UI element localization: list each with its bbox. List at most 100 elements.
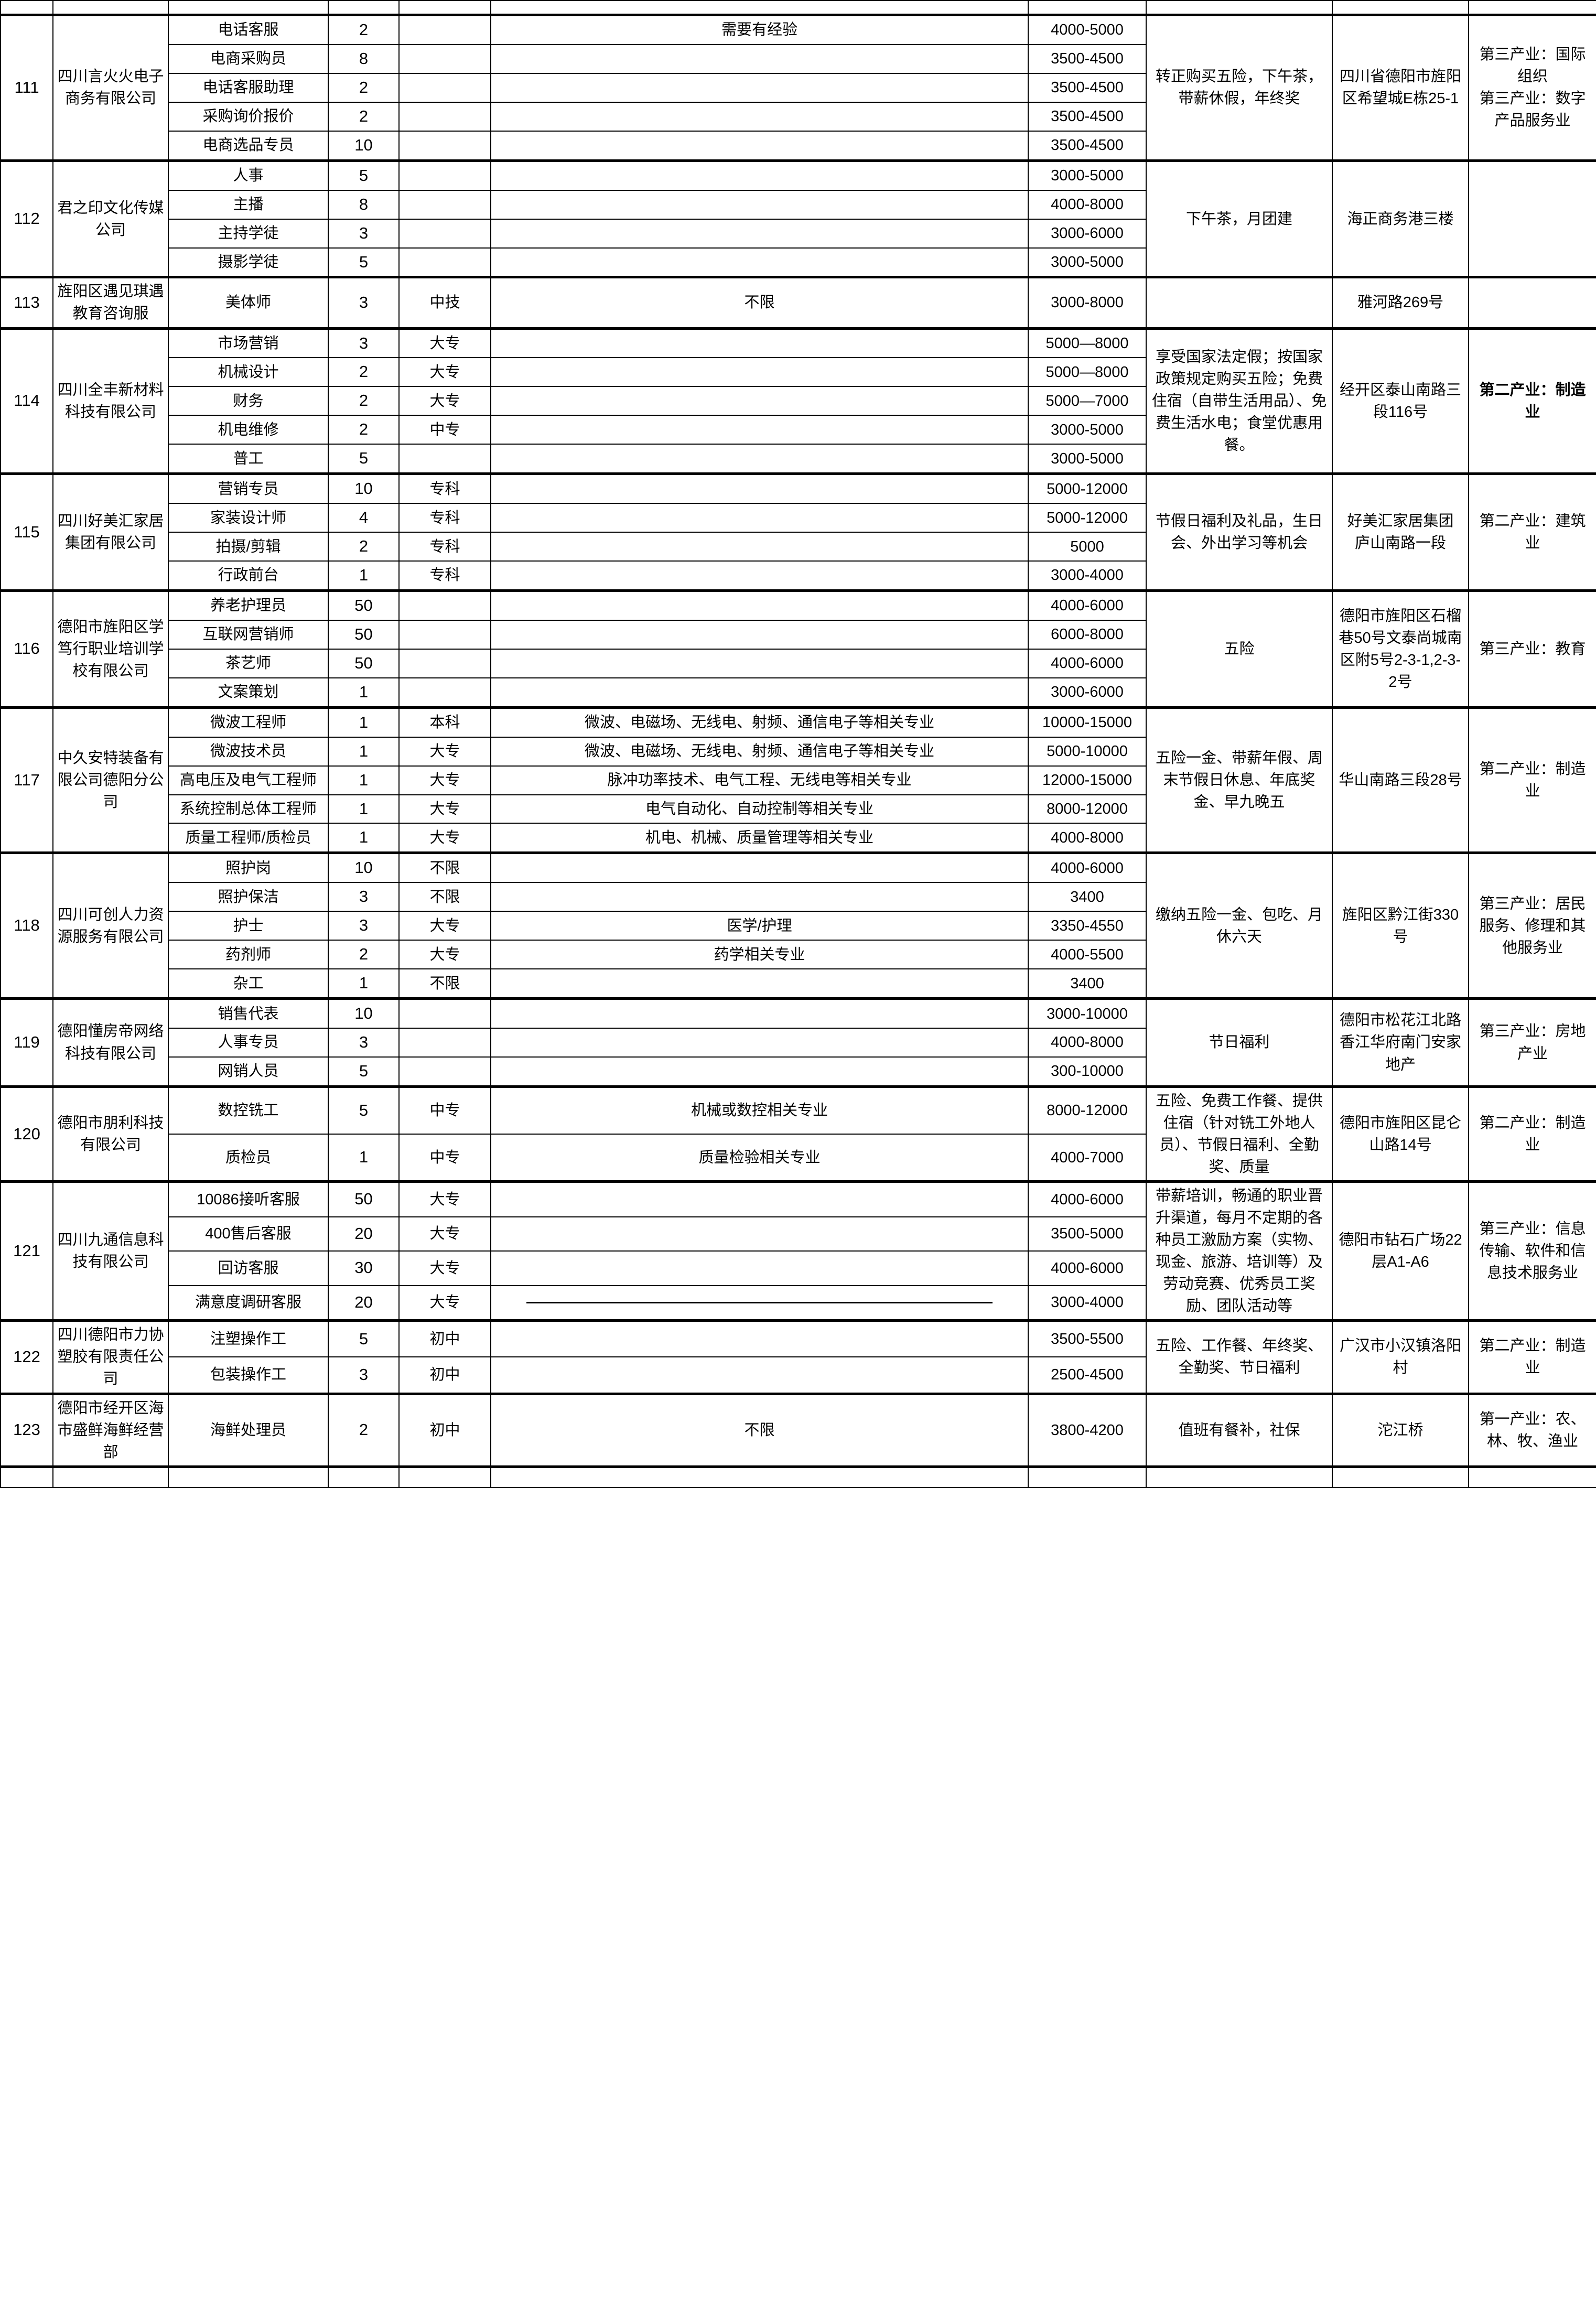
major-cell: 不限 (490, 1392, 1029, 1468)
benefits-cell: 节日福利 (1146, 997, 1333, 1087)
table-row: 113 旌阳区遇见琪遇教育咨询服 美体师 3 中技 不限 3000-8000 雅河路269号 (0, 276, 1596, 330)
headcount-cell: 1 (328, 736, 400, 767)
partial-cell (0, 0, 53, 16)
education-cell (398, 444, 491, 476)
row-index-cell: 115 (0, 472, 53, 591)
education-cell (398, 648, 491, 678)
headcount-cell: 2 (328, 532, 400, 562)
table-row: 摄影学徒 5 3000-5000 (1, 247, 1596, 279)
partial-cell (1146, 0, 1333, 16)
headcount-cell: 20 (328, 1285, 400, 1322)
salary-cell: 3000-5000 (1028, 444, 1147, 476)
education-cell (398, 189, 491, 220)
headcount-cell: 1 (328, 706, 400, 738)
major-cell: 脉冲功率技术、电气工程、无线电等相关专业 (490, 765, 1029, 795)
benefits-cell: 五险一金、带薪年假、周末节假日休息、年底奖金、早九晚五 (1146, 706, 1333, 854)
headcount-cell: 3 (328, 218, 400, 249)
salary-cell: 3400 (1028, 882, 1147, 912)
table-row: 120 德阳市朋利科技有限公司 数控铣工 5 中专 机械或数控相关专业 8000-12000… (0, 1085, 1596, 1182)
partial-cell (328, 1466, 400, 1488)
major-cell (490, 189, 1029, 220)
salary-cell: 3500-4500 (1028, 130, 1147, 162)
salary-cell: 3500-4500 (1028, 101, 1147, 132)
education-cell: 大专 (398, 765, 491, 795)
salary-cell: 4000-6000 (1028, 851, 1147, 883)
headcount-cell: 1 (328, 560, 400, 592)
table-row: 网销人员 5 300-10000 (1, 1056, 1596, 1088)
job-title-cell: 电话客服 (168, 13, 329, 45)
industry-category-cell: 第三产业：信息传输、软件和信息技术服务业 (1468, 1180, 1596, 1321)
job-title-cell: 10086接听客服 (168, 1180, 329, 1217)
education-cell (398, 72, 491, 103)
job-title-cell: 主播 (168, 189, 329, 220)
education-cell: 大专 (398, 327, 491, 359)
job-title-cell: 质量工程师/质检员 (168, 823, 329, 855)
table-row: 主播 8 4000-8000 (1, 189, 1596, 220)
salary-cell: 3000-6000 (1028, 218, 1147, 249)
salary-cell: 5000—8000 (1028, 357, 1147, 387)
row-index-cell: 117 (0, 706, 53, 854)
table-row: 文案策划 1 3000-6000 (1, 677, 1596, 709)
salary-cell: 3500-4500 (1028, 72, 1147, 103)
work-location-cell: 经开区泰山南路三段116号 (1332, 327, 1469, 474)
partial-cell (168, 1466, 329, 1488)
major-cell (490, 415, 1029, 445)
table-row: 电话客服助理 2 3500-4500 (1, 72, 1596, 103)
table-row: 116 德阳市旌阳区学笃行职业培训学校有限公司 养老护理员 50 4000-6000 五险… (0, 589, 1596, 708)
salary-cell: 3800-4200 (1028, 1392, 1147, 1468)
education-cell: 大专 (398, 940, 491, 970)
industry-category-cell: 第二产业：制造业 (1468, 1085, 1596, 1182)
company-name-cell: 君之印文化传媒公司 (52, 159, 169, 278)
headcount-cell: 3 (328, 276, 400, 330)
table-row: 电商选品专员 10 3500-4500 (1, 130, 1596, 162)
job-title-cell: 电话客服助理 (168, 72, 329, 103)
education-cell (398, 101, 491, 132)
job-title-cell: 回访客服 (168, 1250, 329, 1286)
headcount-cell: 3 (328, 327, 400, 359)
major-cell: 医学/护理 (490, 911, 1029, 941)
major-cell: 电气自动化、自动控制等相关专业 (490, 794, 1029, 824)
benefits-cell: 五险、工作餐、年终奖、全勤奖、节日福利 (1146, 1319, 1333, 1395)
major-cell (490, 968, 1029, 1000)
education-cell: 大专 (398, 1250, 491, 1286)
headcount-cell: 3 (328, 1028, 400, 1058)
headcount-cell: 5 (328, 1056, 400, 1088)
education-cell: 初中 (398, 1392, 491, 1468)
job-listing-table: 111 四川言火火电子商务有限公司 电话客服 2 需要有经验 4000-5000 转正购买五… (0, 0, 1596, 1488)
major-cell: 机电、机械、质量管理等相关专业 (490, 823, 1029, 855)
education-cell: 大专 (398, 357, 491, 387)
table-row: 111 四川言火火电子商务有限公司 电话客服 2 需要有经验 4000-5000 转正购买五… (0, 13, 1596, 161)
industry-category-cell: 第三产业：国际组织 第三产业：数字产品服务业 (1468, 14, 1596, 161)
major-cell (490, 444, 1029, 476)
salary-cell: 3500-4500 (1028, 44, 1147, 74)
job-title-cell: 人事专员 (168, 1028, 329, 1058)
education-cell (398, 44, 491, 74)
job-title-cell: 电商采购员 (168, 44, 329, 74)
major-cell (490, 159, 1029, 191)
salary-cell: 5000-12000 (1028, 472, 1147, 504)
work-location-cell: 雅河路269号 (1332, 276, 1469, 330)
headcount-cell: 5 (328, 1319, 400, 1358)
partial-cell (1146, 1466, 1333, 1488)
partial-cell (398, 0, 491, 16)
partial-cell (490, 1466, 1029, 1488)
education-cell: 大专 (398, 386, 491, 416)
headcount-cell: 1 (328, 765, 400, 795)
job-title-cell: 采购询价报价 (168, 101, 329, 132)
education-cell (398, 677, 491, 709)
education-cell: 不限 (398, 851, 491, 883)
table-row: 400售后客服 20 大专 3500-5000 (1, 1216, 1596, 1252)
headcount-cell: 3 (328, 1356, 400, 1395)
headcount-cell: 1 (328, 794, 400, 824)
row-index-cell: 123 (0, 1392, 53, 1468)
education-cell: 大专 (398, 794, 491, 824)
salary-cell: 4000-8000 (1028, 189, 1147, 220)
major-cell (490, 1028, 1029, 1058)
headcount-cell: 5 (328, 159, 400, 191)
industry-category-cell (1468, 276, 1596, 330)
job-title-cell: 系统控制总体工程师 (168, 794, 329, 824)
major-cell: 不限 (490, 276, 1029, 330)
partial-cell (1028, 1466, 1147, 1488)
headcount-cell: 2 (328, 415, 400, 445)
job-title-cell: 行政前台 (168, 560, 329, 592)
